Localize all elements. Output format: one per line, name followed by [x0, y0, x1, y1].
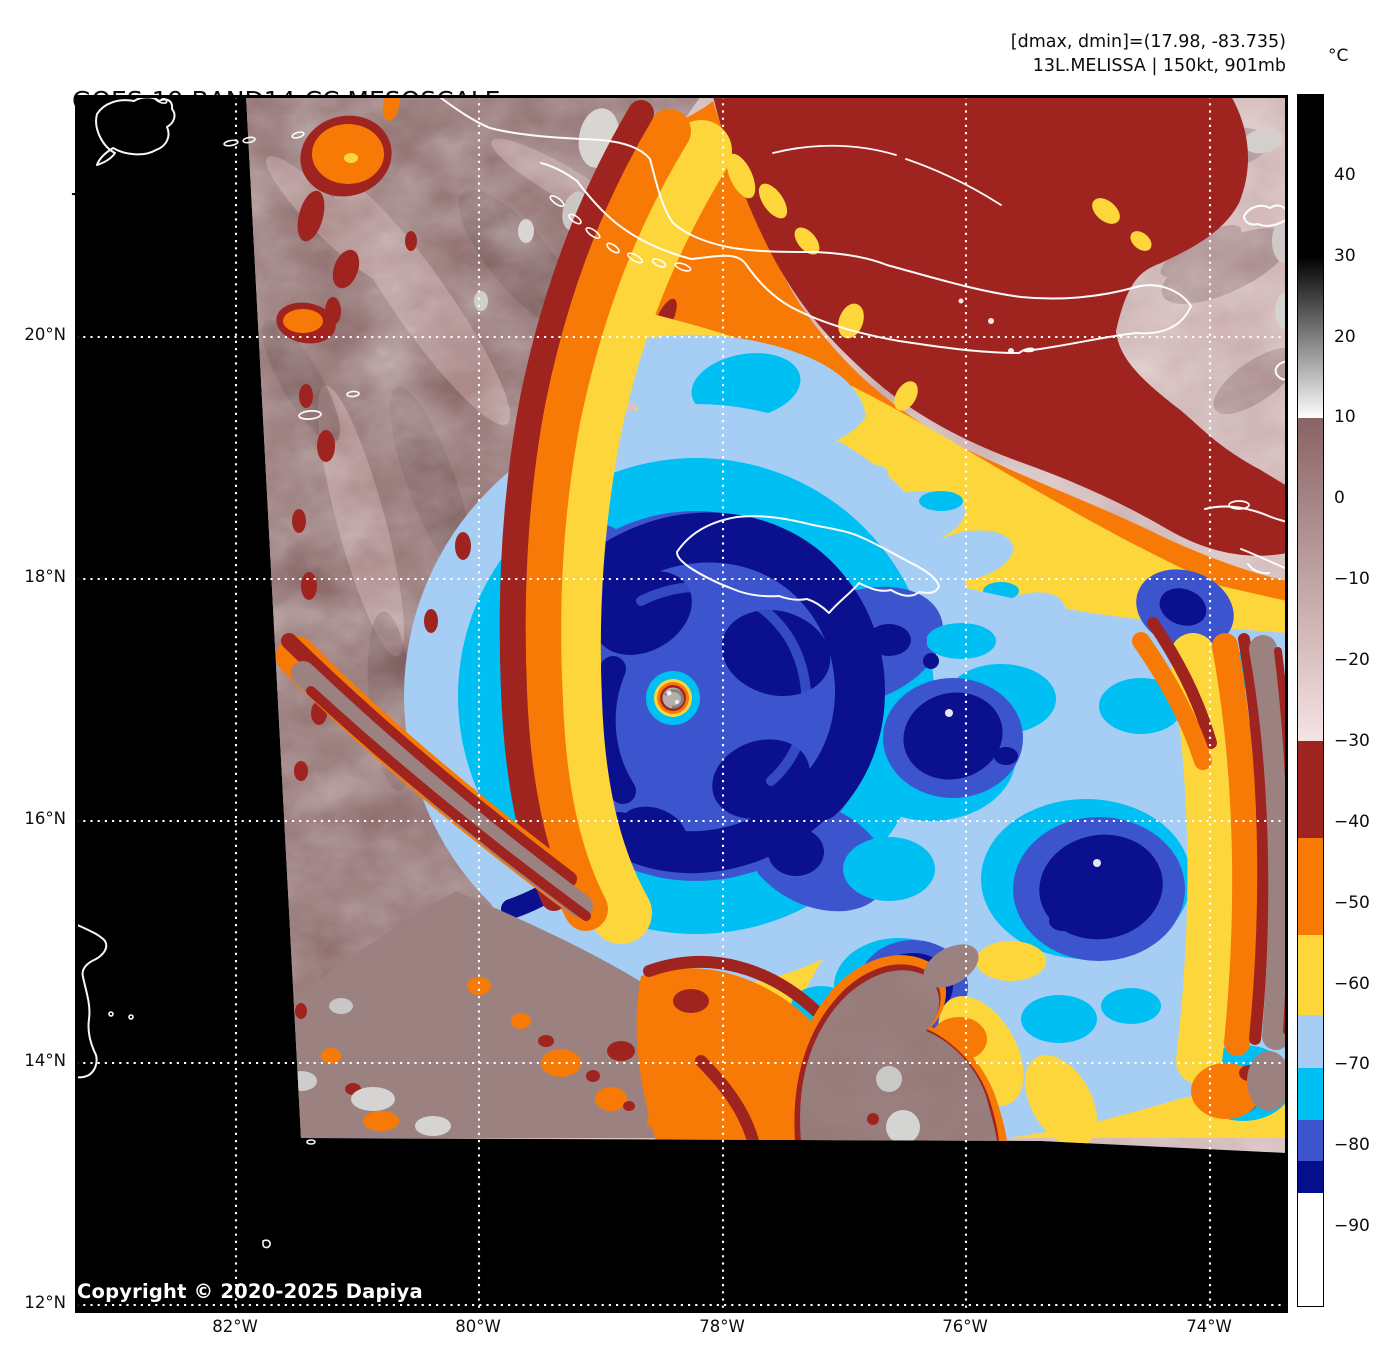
coastline-jardines-cays	[549, 194, 692, 272]
colorbar-segment-6	[1298, 1015, 1323, 1069]
lon-tick-label-3: 76°W	[942, 1317, 988, 1336]
hurricane-eye	[646, 671, 700, 725]
map-border	[76, 96, 1287, 1312]
west-spiral-arcs	[499, 100, 732, 944]
lat-tick-label-3: 14°N	[24, 1051, 66, 1070]
coastlines	[76, 96, 1287, 1249]
satellite-swath	[246, 96, 1287, 1153]
lon-tick-label-2: 78°W	[699, 1317, 745, 1336]
colorbar-tick-label-3: 10	[1334, 407, 1356, 428]
lon-tick-label-0: 82°W	[212, 1317, 258, 1336]
northwest-orange-blobs	[276, 96, 400, 344]
colorbar-tick-label-8: −40	[1334, 811, 1370, 832]
colorbar-tick-label-0: 40	[1334, 164, 1356, 185]
lon-tick-label-1: 80°W	[455, 1317, 501, 1336]
southwest-dry-band	[276, 633, 599, 921]
info-line-storm: 13L.MELISSA | 150kt, 901mb	[1032, 55, 1286, 76]
coastline-cuba	[440, 97, 1192, 354]
royal-spiral-lane	[636, 582, 812, 786]
colorbar-tick-label-5: −10	[1334, 569, 1370, 590]
info-line-dmax-dmin: [dmax, dmin]=(17.98, -83.735)	[1010, 32, 1286, 52]
colorbar-tick-label-7: −30	[1334, 730, 1370, 751]
gridlines	[76, 96, 1287, 1312]
southwest-field-speckles	[285, 977, 675, 1136]
east-edge-bottom-blobs	[1191, 1051, 1287, 1119]
lat-tick-label-1: 18°N	[24, 567, 66, 586]
colorbar-segment-2	[1298, 417, 1323, 742]
colorbar-tick-label-9: −50	[1334, 892, 1370, 913]
lon-tick-label-4: 74°W	[1186, 1317, 1232, 1336]
colorbar-tick-label-1: 30	[1334, 245, 1356, 266]
coastline-tortuga	[1228, 500, 1250, 510]
colorbar-segment-8	[1298, 1120, 1323, 1162]
brick-red-mass-northeast	[713, 96, 1287, 556]
colorbar-tick-label-2: 20	[1334, 326, 1356, 347]
coastline-grand-cayman	[298, 410, 322, 420]
lat-tick-label-4: 12°N	[24, 1293, 66, 1312]
lat-tick-label-2: 16°N	[24, 809, 66, 828]
colorbar-segment-7	[1298, 1067, 1323, 1121]
colorbar-segment-1	[1298, 256, 1323, 419]
colorbar	[1297, 94, 1324, 1307]
coastline-cayman-brac	[346, 390, 360, 398]
coastline-small-cays	[154, 96, 305, 147]
colorbar-segment-4	[1298, 837, 1323, 936]
colorbar-segment-10	[1298, 1192, 1323, 1306]
colorbar-segment-5	[1298, 934, 1323, 1016]
colorbar-tick-label-13: −90	[1334, 1216, 1370, 1237]
colorbar-tick-label-12: −80	[1334, 1135, 1370, 1156]
coastline-inagua	[1243, 204, 1287, 227]
storm-info: [dmax, dmin]=(17.98, -83.735) 13L.MELISS…	[700, 31, 1286, 78]
coastline-jamaica	[676, 515, 940, 614]
copyright-watermark: Copyright © 2020-2025 Dapiya	[77, 1280, 423, 1303]
colorbar-segment-9	[1298, 1160, 1323, 1194]
colorbar-tick-label-6: −20	[1334, 650, 1370, 671]
coastline-central-america	[76, 923, 108, 1079]
yellow-streaks-in-orange	[726, 153, 1152, 411]
colorbar-segment-0	[1298, 95, 1323, 258]
satellite-map	[76, 96, 1287, 1312]
lat-tick-label-0: 20°N	[24, 325, 66, 344]
colorbar-tick-label-11: −70	[1334, 1054, 1370, 1075]
coastline-tiny-islets	[108, 1011, 316, 1249]
satellite-map-frame	[75, 95, 1288, 1313]
colorbar-segment-3	[1298, 740, 1323, 839]
taupe-field-southwest	[293, 891, 731, 1138]
colorbar-unit-label: °C	[1328, 46, 1349, 66]
colorbar-tick-label-4: 0	[1334, 488, 1345, 509]
bottom-taupe-blob	[788, 944, 1007, 1144]
coastline-cuba-cays	[772, 144, 1002, 206]
coastline-haiti	[1204, 360, 1287, 575]
colorbar-tick-label-10: −60	[1334, 973, 1370, 994]
